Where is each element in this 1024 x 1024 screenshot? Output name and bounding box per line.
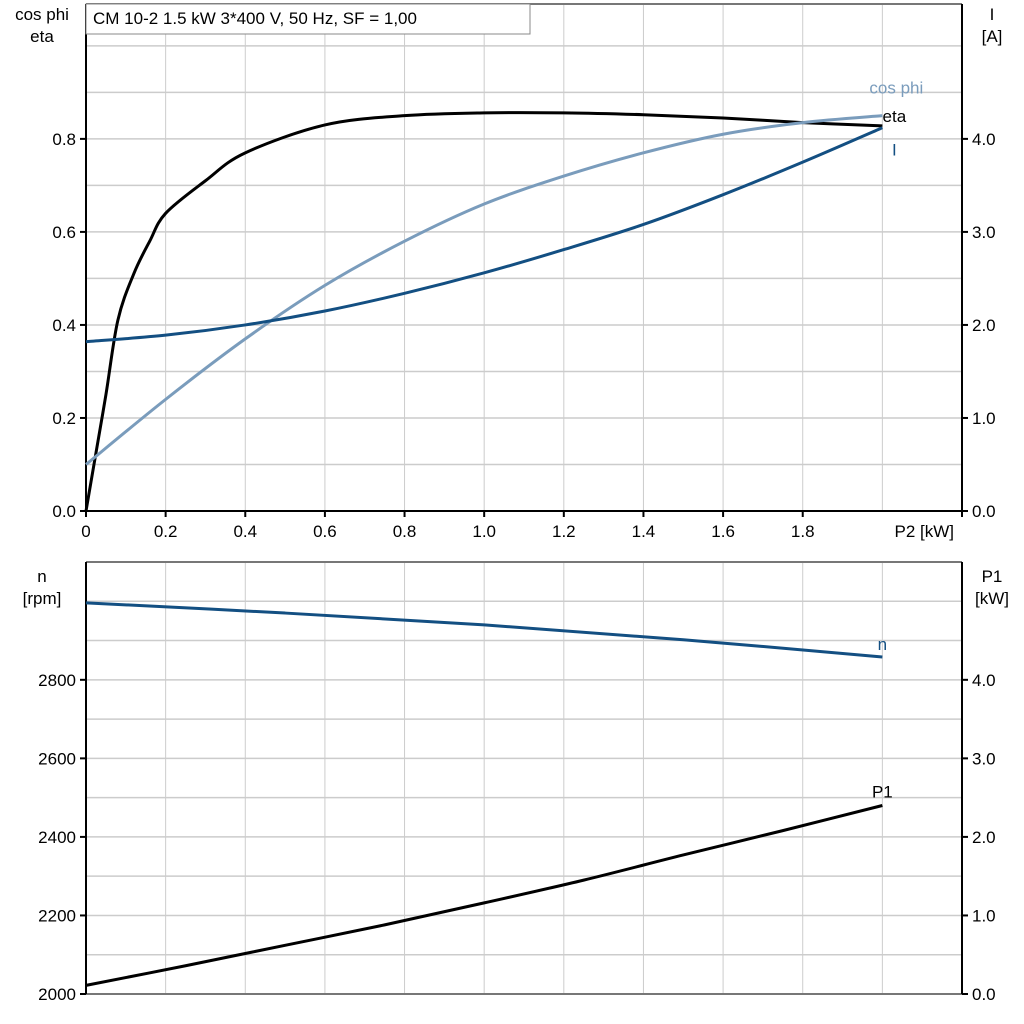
x-tick-label: 0.4 — [233, 522, 257, 541]
y-left-tick-label: 0.0 — [52, 502, 76, 521]
series-label-n: n — [878, 635, 887, 654]
x-tick-label: 0.2 — [154, 522, 178, 541]
y-right-tick-label: 1.0 — [972, 906, 996, 925]
x-tick-label: 1.6 — [711, 522, 735, 541]
x-tick-label: 1.0 — [472, 522, 496, 541]
y-left-tick-label: 2800 — [38, 671, 76, 690]
y-right-tick-label: 4.0 — [972, 130, 996, 149]
y-right-axis-label: [A] — [982, 27, 1003, 46]
top-plot: 0.0 0.2 0.4 0.6 0.8 0.0 1.0 2.0 3.0 4.0 0 0.2 0.4 0.6… — [15, 3, 1003, 541]
y-left-tick-label: 2000 — [38, 985, 76, 1004]
y-left-tick-label: 2400 — [38, 828, 76, 847]
title-box — [85, 3, 531, 35]
series-label-p1: P1 — [872, 782, 893, 801]
y-right-tick-label: 4.0 — [972, 671, 996, 690]
series-line-i — [85, 126, 883, 344]
series-label-eta: eta — [883, 107, 907, 126]
y-left-tick-label: 0.4 — [52, 316, 76, 335]
series-line-cos-phi — [85, 114, 883, 466]
bottom-plot: 2000 2200 2400 2600 2800 0.0 1.0 2.0 3.0 4.0 n [rpm… — [23, 561, 1009, 1004]
series-label-i: I — [892, 141, 897, 160]
x-axis-label: P2 [kW] — [894, 522, 954, 541]
x-tick-label: 1.8 — [791, 522, 815, 541]
y-left-tick-label: 0.2 — [52, 409, 76, 428]
x-tick-label: 1.2 — [552, 522, 576, 541]
y-right-tick-label: 3.0 — [972, 223, 996, 242]
y-right-tick-label: 1.0 — [972, 409, 996, 428]
y-left-axis-label: [rpm] — [23, 589, 62, 608]
y-right-axis-label: P1 — [982, 567, 1003, 586]
y-left-tick-label: 0.8 — [52, 130, 76, 149]
series-line-n — [85, 601, 883, 659]
y-left-tick-label: 2600 — [38, 749, 76, 768]
series-label-cos-phi: cos phi — [869, 79, 923, 98]
y-right-tick-label: 2.0 — [972, 828, 996, 847]
y-right-axis-label: I — [990, 5, 995, 24]
x-tick-label: 0.6 — [313, 522, 337, 541]
y-right-tick-label: 2.0 — [972, 316, 996, 335]
x-tick-label: 0.8 — [393, 522, 417, 541]
y-left-tick-label: 0.6 — [52, 223, 76, 242]
y-right-tick-label: 0.0 — [972, 985, 996, 1004]
series-line-p1 — [85, 804, 883, 987]
x-tick-label: 1.4 — [632, 522, 656, 541]
y-right-tick-label: 0.0 — [972, 502, 996, 521]
y-left-axis-label: n — [37, 567, 46, 586]
chart-title: CM 10-2 1.5 kW 3*400 V, 50 Hz, SF = 1,00 — [93, 9, 417, 28]
y-left-axis-label: eta — [30, 27, 54, 46]
y-right-axis-label: [kW] — [975, 589, 1009, 608]
y-left-tick-label: 2200 — [38, 906, 76, 925]
x-tick-label: 0 — [81, 522, 90, 541]
y-left-axis-label: cos phi — [15, 5, 69, 24]
y-right-tick-label: 3.0 — [972, 749, 996, 768]
